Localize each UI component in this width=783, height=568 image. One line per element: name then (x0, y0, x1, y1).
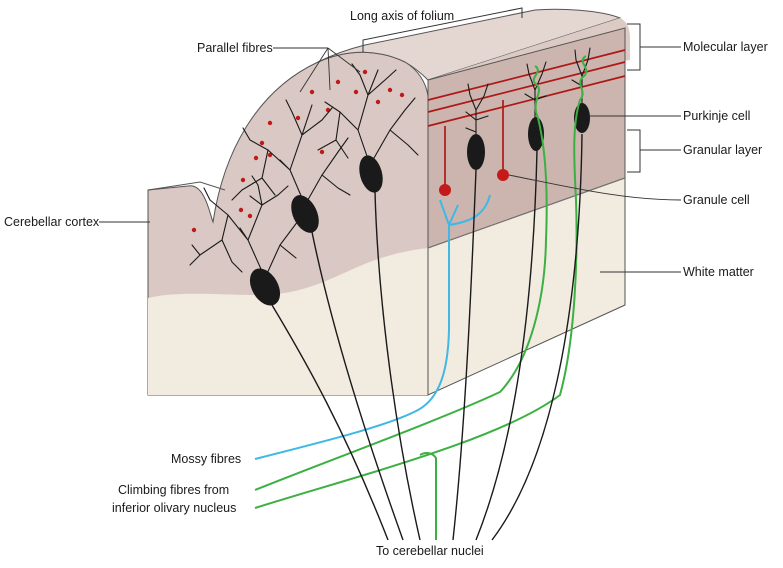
white-matter-label: White matter (683, 265, 754, 279)
granule-cell-1 (439, 184, 451, 196)
parallel-fibres-label: Parallel fibres (197, 41, 273, 55)
long-axis-bracket (362, 7, 523, 52)
long-axis-label: Long axis of folium (350, 9, 454, 23)
mossy-fibre (254, 194, 491, 460)
molecular-layer-label: Molecular layer (683, 40, 768, 54)
purkinje-cell-front-3 (317, 63, 419, 193)
purkinje-cell-side-1 (465, 83, 489, 170)
granular-layer-label: Granular layer (683, 143, 762, 157)
purkinje-cell-front-1 (189, 175, 306, 306)
cerebellar-cortex-label: Cerebellar cortex (4, 215, 100, 229)
purkinje-axons (271, 133, 583, 541)
granule-cell-label: Granule cell (683, 193, 750, 207)
purkinje-cell-front-2 (231, 99, 351, 233)
climbing-fibres (254, 55, 588, 540)
leader-lines (99, 46, 682, 273)
granule-cell-2 (497, 169, 509, 181)
climbing-fibres-label-line1: Climbing fibres from (118, 483, 229, 497)
parallel-fibres-side (427, 49, 626, 188)
mossy-fibres-label: Mossy fibres (171, 452, 241, 466)
front-face (147, 51, 429, 396)
parallel-fibre-dots (191, 69, 405, 233)
purkinje-cell-label: Purkinje cell (683, 109, 750, 123)
to-cerebellar-nuclei-label: To cerebellar nuclei (376, 544, 484, 558)
climbing-fibres-label-line2: inferior olivary nucleus (112, 501, 236, 515)
